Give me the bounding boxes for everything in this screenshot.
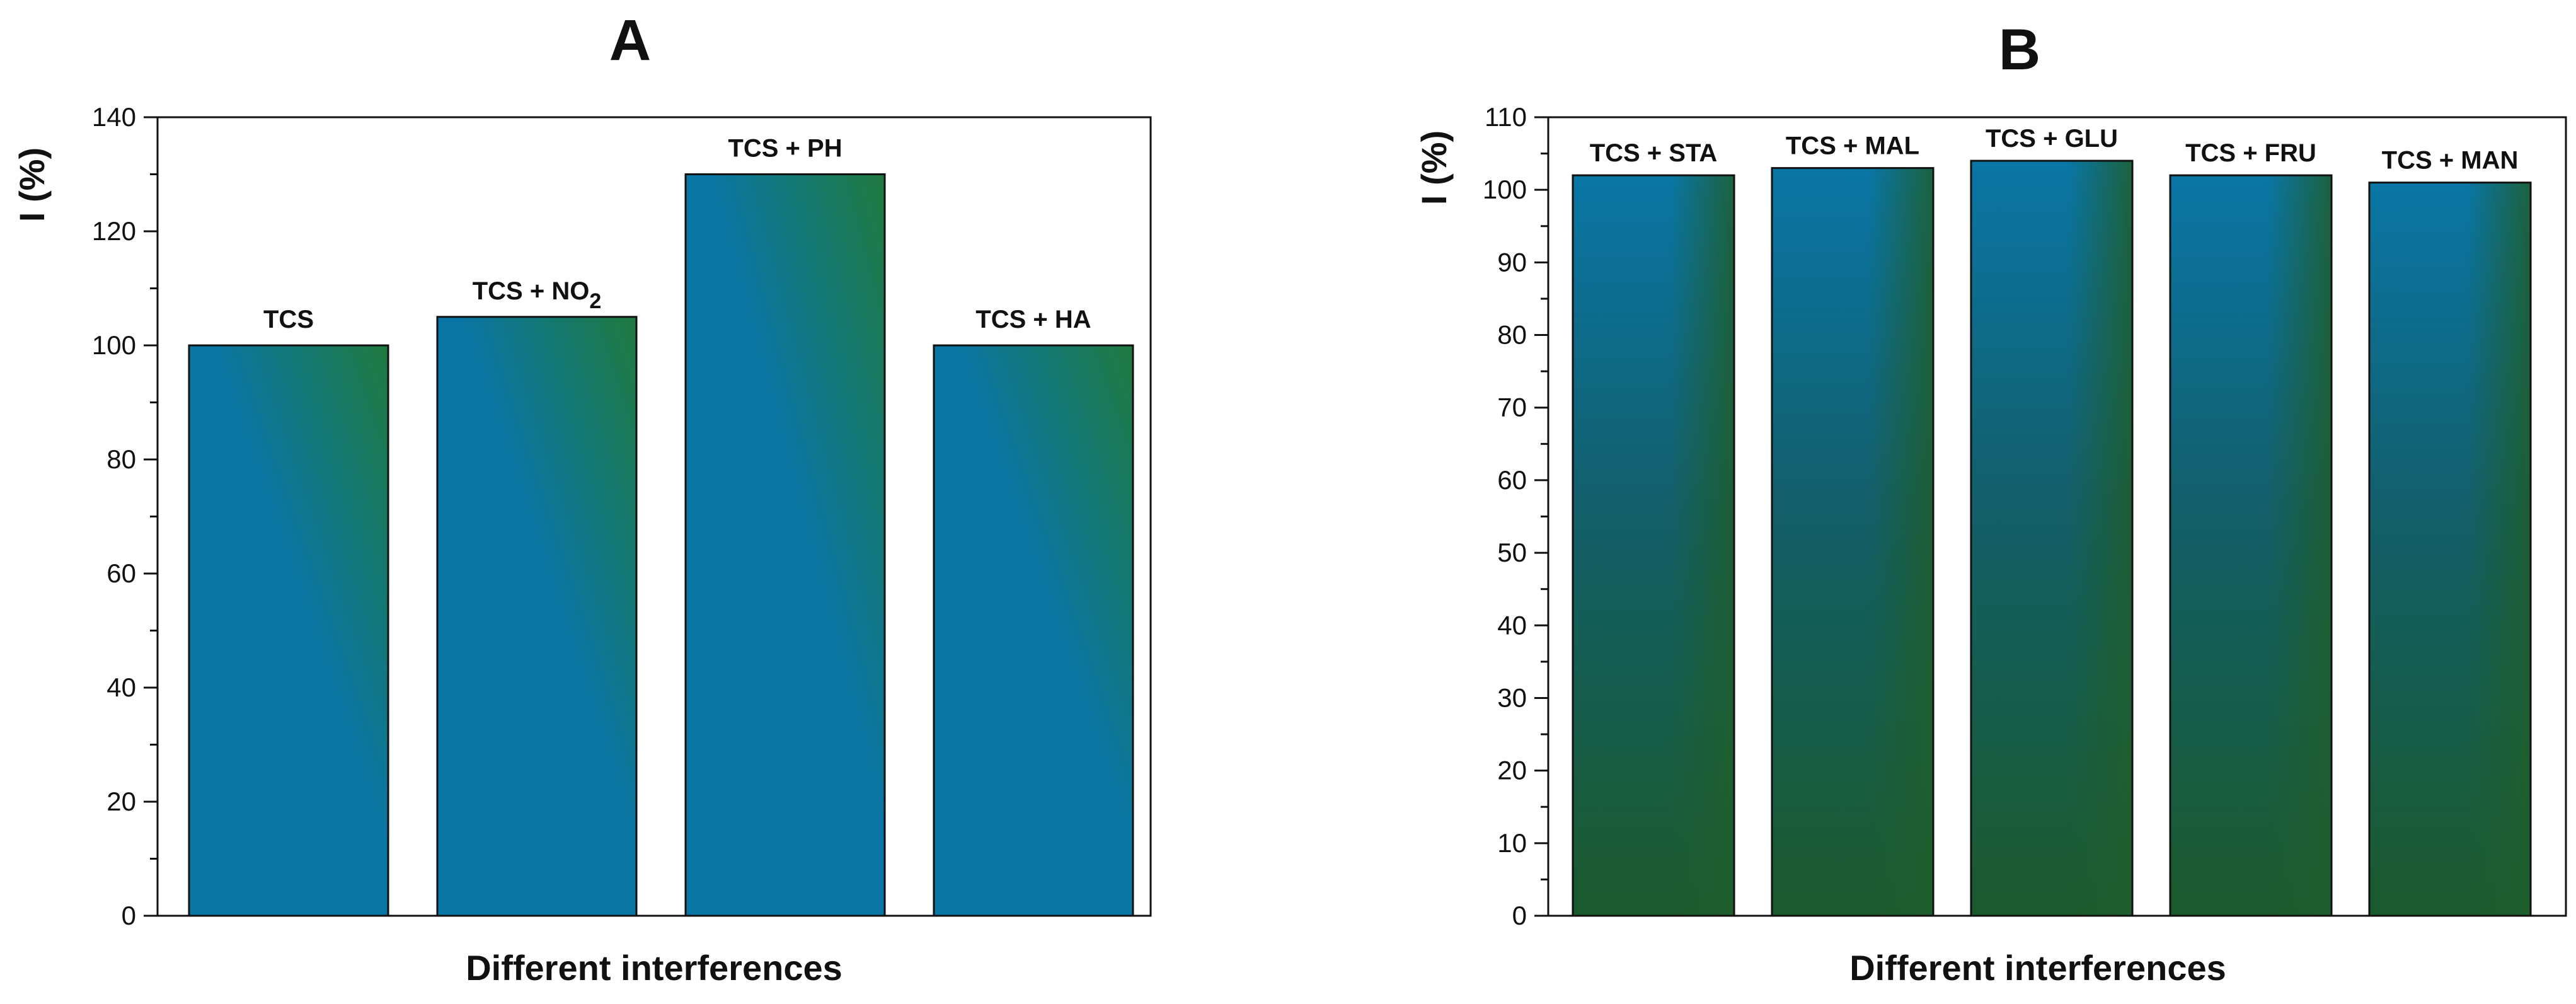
panel-a: A I (%) Different interferences 0 20 40 60 8… [12, 8, 1152, 988]
bar-label-a-3: TCS + HA [975, 306, 1091, 333]
bar-label-a-2: TCS + PH [728, 135, 842, 163]
bar-b-1 [1771, 167, 1935, 917]
panel-a-ytick-label: 80 [106, 444, 136, 474]
panel-a-ytick-label: 60 [106, 558, 136, 588]
panel-b-ytick-label: 10 [1497, 828, 1527, 858]
bar [1572, 174, 1735, 917]
panel-b-bars [1572, 159, 2532, 917]
panel-b-xlabel: Different interferences [1849, 948, 2226, 988]
bar-label-text: TCS + MAL [1786, 132, 1919, 160]
panel-b-ytick-label: 80 [1497, 320, 1527, 350]
bar [2368, 182, 2532, 917]
panel-b-ytick-label: 90 [1497, 247, 1527, 277]
bar-label-b-1: TCS + MAL [1786, 132, 1919, 160]
bar-label-text: TCS + NO [473, 277, 590, 305]
bar-label-text: TCS + FRU [2185, 139, 2316, 167]
panel-b-ytick-label: 60 [1497, 465, 1527, 495]
bar-label-subscript: 2 [589, 289, 601, 313]
bar [1970, 159, 2134, 917]
panel-a-bars [188, 173, 1134, 917]
bar [188, 344, 389, 917]
panel-a-frame [156, 116, 1152, 917]
bar-b-4 [2368, 182, 2532, 917]
panel-a-ytick-label: 120 [92, 216, 136, 246]
panel-a-title: A [609, 8, 651, 72]
panel-a-ytick-label: 20 [106, 787, 136, 816]
panel-b-ylabel: I (%) [1414, 130, 1454, 205]
bar-label-text: TCS + MAN [2382, 147, 2519, 175]
bar-label-b-2: TCS + GLU [1986, 125, 2118, 153]
bar-label-b-0: TCS + STA [1590, 139, 1718, 167]
bar-label-text: TCS + STA [1590, 139, 1718, 167]
panel-b: B I (%) Different interferences 0 10 20 30 4… [1414, 18, 2567, 988]
panel-a-ytick-label: 40 [106, 672, 136, 702]
bar-b-2 [1970, 159, 2134, 917]
bar-label-b-3: TCS + FRU [2185, 139, 2316, 167]
panel-b-ytick-label: 110 [1485, 102, 1527, 132]
panel-b-ytick-label: 0 [1512, 901, 1527, 930]
bar [684, 173, 886, 917]
panel-b-bar-labels: TCS + STA TCS + MAL TCS + GLU TCS + FRU TCS … [1590, 125, 2519, 175]
bar-label-text: TCS + HA [975, 306, 1091, 333]
bar-label-text: TCS + GLU [1986, 125, 2118, 153]
panel-b-title: B [1999, 18, 2040, 82]
panel-a-ytick-label: 100 [92, 330, 136, 360]
bar-b-0 [1572, 174, 1735, 917]
bar-label-a-0: TCS [263, 306, 314, 333]
panel-b-y-ticks: 0 10 20 30 40 50 60 70 80 90 100 110 [1483, 102, 1548, 930]
bar-a-2 [684, 173, 886, 917]
bar-label-b-4: TCS + MAN [2382, 147, 2519, 175]
panel-a-y-ticks: 0 20 40 60 80 100 120 140 [92, 102, 158, 930]
panel-b-ytick-label: 30 [1497, 683, 1527, 712]
panel-a-ytick-label: 140 [92, 102, 136, 132]
bar-a-1 [436, 316, 638, 917]
bar-label-text: TCS [263, 306, 314, 333]
bar-a-0 [188, 344, 389, 917]
panel-b-ytick-label: 70 [1497, 393, 1527, 422]
panel-b-ytick-label: 100 [1483, 175, 1527, 204]
bar [1771, 167, 1935, 917]
bar-a-3 [933, 344, 1134, 917]
panel-a-bar-labels: TCS TCS + NO2 TCS + PH TCS + HA [263, 135, 1091, 334]
panel-b-ytick-label: 50 [1497, 538, 1527, 567]
bar [436, 316, 638, 917]
panel-a-ytick-label: 0 [122, 901, 136, 930]
panel-b-ytick-label: 40 [1497, 610, 1527, 640]
panel-b-ytick-label: 20 [1497, 756, 1527, 785]
panel-a-xlabel: Different interferences [466, 948, 842, 988]
bar-label-text: TCS + PH [728, 135, 842, 163]
panel-b-frame [1547, 116, 2567, 917]
bar [2169, 174, 2333, 917]
bar-label-a-1: TCS + NO2 [473, 277, 602, 313]
bar-b-3 [2169, 174, 2333, 917]
panel-a-ylabel: I (%) [12, 147, 52, 222]
bar [933, 344, 1134, 917]
